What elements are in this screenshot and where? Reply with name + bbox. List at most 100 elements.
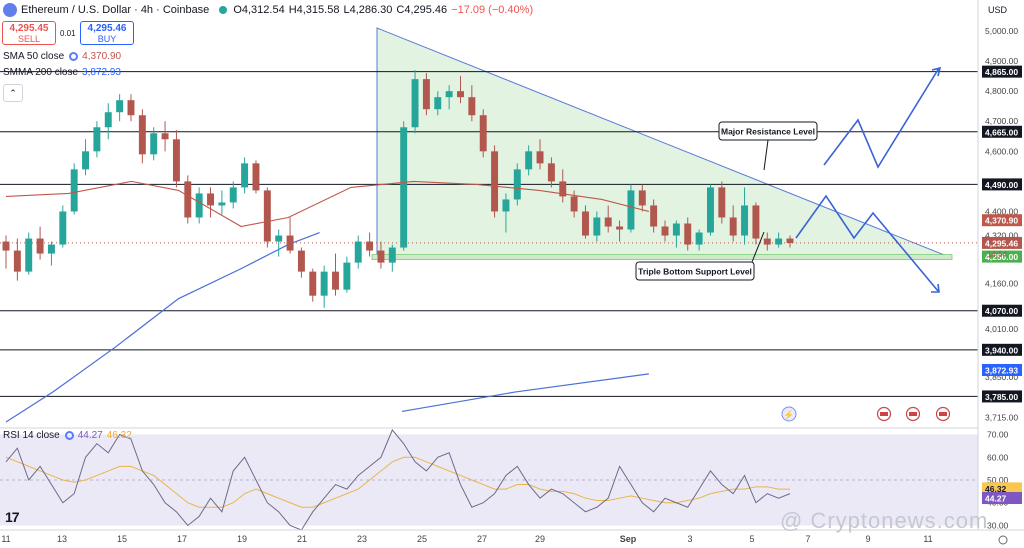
us-flag-stripe (909, 412, 917, 416)
rsi-badge: 44.27 (985, 494, 1007, 504)
candle (82, 151, 90, 170)
price-tick-label: 4,900.00 (985, 56, 1018, 66)
time-tick-label: 27 (477, 534, 487, 544)
buy-label: BUY (97, 34, 117, 44)
ethereum-logo-icon (3, 3, 17, 17)
spread-value: 0.01 (60, 29, 76, 38)
candle (718, 187, 726, 218)
us-flag-stripe (939, 412, 947, 416)
rsi-value: 44.27 (77, 430, 103, 441)
sma200-label: SMMA 200 close (3, 67, 79, 78)
level-badge: 4,665.00 (985, 127, 1018, 137)
candle (138, 115, 146, 155)
candle (116, 100, 124, 113)
countdown-label: 14:54 (987, 250, 1008, 259)
candle (434, 97, 442, 110)
level-badge: 4,865.00 (985, 67, 1018, 77)
chart-header: Ethereum / U.S. Dollar · 4h · Coinbase O… (0, 0, 537, 20)
rsi-tick-label: 70.00 (987, 430, 1009, 440)
candle (366, 241, 374, 251)
currency-label[interactable]: USD (988, 5, 1008, 15)
time-tick-label: 25 (417, 534, 427, 544)
level-badge-bg (982, 390, 1022, 403)
symbol-title[interactable]: Ethereum / U.S. Dollar · 4h · Coinbase (21, 4, 210, 16)
sma50-value: 4,370.90 (82, 51, 122, 62)
rsi-tick-label: 30.00 (987, 520, 1009, 530)
candle (706, 187, 714, 233)
candle (491, 151, 499, 212)
event-bolt-glyph: ⚡ (783, 409, 794, 421)
candle (445, 91, 453, 98)
bullish-projection-arrow (823, 67, 940, 169)
sell-price: 4,295.45 (9, 23, 49, 34)
candle (547, 163, 555, 182)
candle (684, 223, 692, 245)
candle (252, 163, 260, 191)
candle (320, 271, 328, 296)
buy-button[interactable]: 4,295.46 BUY (80, 21, 134, 45)
sma200-tail-line (401, 373, 649, 413)
time-tick-label: 21 (297, 534, 307, 544)
ohlc-close: C4,295.46 (396, 4, 448, 16)
price-tick-label: 4,600.00 (985, 146, 1018, 156)
settings-gear-icon (998, 535, 1008, 545)
rsi-legend[interactable]: RSI 14 close 44.27 46.32 (3, 430, 132, 441)
candle (297, 250, 305, 272)
rsi-ma-value: 46.32 (106, 430, 132, 441)
candle (70, 169, 78, 212)
sma50-line (5, 180, 650, 228)
level-badge: 4,070.00 (985, 306, 1018, 316)
candle (184, 181, 192, 218)
time-tick-label: Sep (620, 534, 637, 544)
candle (172, 139, 180, 182)
bearish-arrowhead (931, 283, 940, 293)
price-tick-label: 4,010.00 (985, 324, 1018, 334)
candle (207, 193, 214, 206)
price-tick-label: 3,850.00 (985, 372, 1018, 382)
candle (36, 238, 44, 254)
candle (570, 196, 578, 212)
time-tick-label: 5 (749, 534, 754, 544)
collapse-legend-button[interactable]: ⌃ (3, 84, 23, 102)
ohlc-low: L4,286.30 (343, 4, 393, 16)
time-tick-label: 9 (865, 534, 870, 544)
price-change: −17.09 (−0.40%) (451, 4, 534, 16)
rsi-visibility-eye-icon[interactable] (64, 431, 74, 440)
time-tick-label: 17 (177, 534, 187, 544)
support-callout-box (635, 261, 755, 281)
candle (13, 250, 21, 272)
rsi-badge-bg (982, 492, 1022, 505)
candle (2, 241, 10, 251)
candle (400, 127, 408, 248)
sell-button[interactable]: 4,295.45 SELL (2, 21, 56, 45)
visibility-eye-icon[interactable] (69, 52, 79, 61)
level-badge-bg (982, 65, 1022, 78)
candle (593, 217, 601, 236)
candle (502, 199, 510, 212)
time-tick-label: 19 (237, 534, 247, 544)
sma50-legend[interactable]: SMA 50 close 4,370.90 (3, 51, 121, 62)
support-badge: 4,250.00 (985, 252, 1018, 262)
price-tick-label: 3,715.00 (985, 412, 1018, 422)
time-tick-label: 3 (687, 534, 692, 544)
price-axis-bg (978, 0, 1024, 548)
candle (786, 238, 794, 244)
candle (343, 262, 351, 290)
price-badge: 4,295.46 (985, 238, 1018, 248)
candle (775, 238, 783, 245)
resistance-callout-box (718, 121, 818, 141)
price-tick-label: 4,320.00 (985, 231, 1018, 241)
sma200-legend[interactable]: SMMA 200 close 3,872.93 (3, 67, 121, 78)
support-callout-pointer (751, 231, 765, 263)
level-badge-bg (982, 125, 1022, 138)
candle (638, 190, 646, 206)
candle (286, 235, 294, 251)
sell-label: SELL (17, 34, 41, 44)
time-tick-label: 23 (357, 534, 367, 544)
time-tick-label: 13 (57, 534, 67, 544)
candle (47, 244, 55, 254)
us-flag-stripe (880, 412, 888, 416)
price-tick-label: 4,400.00 (985, 206, 1018, 216)
